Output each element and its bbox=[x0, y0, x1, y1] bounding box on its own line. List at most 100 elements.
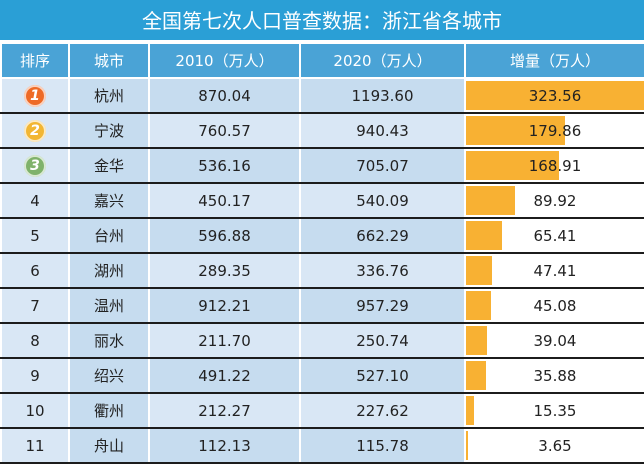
city-name: 舟山 bbox=[68, 428, 150, 464]
increase-cell: 15.35 bbox=[464, 393, 644, 429]
table-row: 1 杭州 870.04 1193.60 323.56 bbox=[0, 78, 644, 114]
increase-bar bbox=[466, 221, 502, 250]
increase-value: 323.56 bbox=[528, 86, 582, 105]
city-name: 台州 bbox=[68, 218, 150, 254]
rank-number: 5 bbox=[30, 226, 40, 245]
population-2010: 212.27 bbox=[148, 393, 301, 429]
rank-cell: 6 bbox=[0, 253, 70, 289]
table-row: 7 温州 912.21 957.29 45.08 bbox=[0, 288, 644, 324]
increase-bar bbox=[466, 361, 486, 390]
increase-value: 39.04 bbox=[533, 331, 577, 350]
table-row: 3 金华 536.16 705.07 168.91 bbox=[0, 148, 644, 184]
header-city: 城市 bbox=[68, 42, 150, 79]
population-2020: 527.10 bbox=[299, 358, 466, 394]
city-name: 绍兴 bbox=[68, 358, 150, 394]
increase-value: 89.92 bbox=[533, 191, 577, 210]
table-row: 9 绍兴 491.22 527.10 35.88 bbox=[0, 358, 644, 394]
rank-cell: 7 bbox=[0, 288, 70, 324]
rank-number: 7 bbox=[30, 296, 40, 315]
rank-cell: 5 bbox=[0, 218, 70, 254]
rank-number: 11 bbox=[25, 436, 45, 455]
increase-bar bbox=[466, 186, 516, 215]
rank-medal-icon: 2 bbox=[24, 119, 46, 142]
page-title: 全国第七次人口普查数据：浙江省各城市 bbox=[0, 0, 644, 42]
population-2010: 450.17 bbox=[148, 183, 301, 219]
population-2020: 662.29 bbox=[299, 218, 466, 254]
increase-value: 35.88 bbox=[533, 366, 577, 385]
increase-bar bbox=[466, 431, 468, 460]
population-2010: 596.88 bbox=[148, 218, 301, 254]
rank-medal-icon: 1 bbox=[24, 84, 46, 107]
city-name: 杭州 bbox=[68, 78, 150, 114]
increase-value: 65.41 bbox=[533, 226, 577, 245]
rank-number: 9 bbox=[30, 366, 40, 385]
population-2020: 250.74 bbox=[299, 323, 466, 359]
population-2020: 957.29 bbox=[299, 288, 466, 324]
increase-bar bbox=[466, 151, 559, 180]
population-2020: 336.76 bbox=[299, 253, 466, 289]
rank-number: 6 bbox=[30, 261, 40, 280]
population-2010: 870.04 bbox=[148, 78, 301, 114]
increase-bar bbox=[466, 256, 493, 285]
rank-cell: 11 bbox=[0, 428, 70, 464]
increase-value: 47.41 bbox=[533, 261, 577, 280]
increase-value: 45.08 bbox=[533, 296, 577, 315]
table-row: 2 宁波 760.57 940.43 179.86 bbox=[0, 113, 644, 149]
increase-value: 3.65 bbox=[538, 436, 572, 455]
city-name: 嘉兴 bbox=[68, 183, 150, 219]
table-row: 11 舟山 112.13 115.78 3.65 bbox=[0, 428, 644, 464]
header-2010: 2010（万人） bbox=[148, 42, 301, 79]
increase-cell: 47.41 bbox=[464, 253, 644, 289]
header-row: 排序 城市 2010（万人） 2020（万人） 增量（万人） bbox=[0, 42, 644, 79]
population-2020: 940.43 bbox=[299, 113, 466, 149]
rank-cell: 10 bbox=[0, 393, 70, 429]
rank-cell: 3 bbox=[0, 148, 70, 184]
increase-cell: 3.65 bbox=[464, 428, 644, 464]
header-increase: 增量（万人） bbox=[464, 42, 644, 79]
rank-medal-icon: 3 bbox=[24, 154, 46, 177]
city-name: 宁波 bbox=[68, 113, 150, 149]
increase-cell: 168.91 bbox=[464, 148, 644, 184]
increase-cell: 45.08 bbox=[464, 288, 644, 324]
population-2010: 536.16 bbox=[148, 148, 301, 184]
rank-number: 10 bbox=[25, 401, 45, 420]
rank-cell: 8 bbox=[0, 323, 70, 359]
population-2010: 112.13 bbox=[148, 428, 301, 464]
increase-bar bbox=[466, 291, 491, 320]
increase-value: 168.91 bbox=[528, 156, 582, 175]
population-2020: 540.09 bbox=[299, 183, 466, 219]
city-name: 衢州 bbox=[68, 393, 150, 429]
population-2010: 912.21 bbox=[148, 288, 301, 324]
increase-cell: 89.92 bbox=[464, 183, 644, 219]
table-row: 5 台州 596.88 662.29 65.41 bbox=[0, 218, 644, 254]
rank-cell: 9 bbox=[0, 358, 70, 394]
rank-cell: 1 bbox=[0, 78, 70, 114]
increase-cell: 65.41 bbox=[464, 218, 644, 254]
city-name: 湖州 bbox=[68, 253, 150, 289]
header-2020: 2020（万人） bbox=[299, 42, 466, 79]
rank-cell: 2 bbox=[0, 113, 70, 149]
rank-cell: 4 bbox=[0, 183, 70, 219]
population-2020: 705.07 bbox=[299, 148, 466, 184]
population-2010: 491.22 bbox=[148, 358, 301, 394]
population-2020: 1193.60 bbox=[299, 78, 466, 114]
increase-value: 179.86 bbox=[528, 121, 582, 140]
table-row: 6 湖州 289.35 336.76 47.41 bbox=[0, 253, 644, 289]
rank-number: 8 bbox=[30, 331, 40, 350]
table-row: 8 丽水 211.70 250.74 39.04 bbox=[0, 323, 644, 359]
increase-bar bbox=[466, 81, 644, 110]
increase-cell: 179.86 bbox=[464, 113, 644, 149]
city-name: 温州 bbox=[68, 288, 150, 324]
population-2020: 227.62 bbox=[299, 393, 466, 429]
increase-cell: 323.56 bbox=[464, 78, 644, 114]
rank-number: 4 bbox=[30, 191, 40, 210]
table-row: 4 嘉兴 450.17 540.09 89.92 bbox=[0, 183, 644, 219]
increase-value: 15.35 bbox=[533, 401, 577, 420]
population-2010: 211.70 bbox=[148, 323, 301, 359]
data-table: 排序 城市 2010（万人） 2020（万人） 增量（万人） 1 杭州 870.04… bbox=[0, 42, 644, 464]
population-2010: 760.57 bbox=[148, 113, 301, 149]
increase-bar bbox=[466, 396, 475, 425]
table-body: 1 杭州 870.04 1193.60 323.56 2 宁波 760.57 940.43 179… bbox=[0, 78, 644, 464]
city-name: 金华 bbox=[68, 148, 150, 184]
